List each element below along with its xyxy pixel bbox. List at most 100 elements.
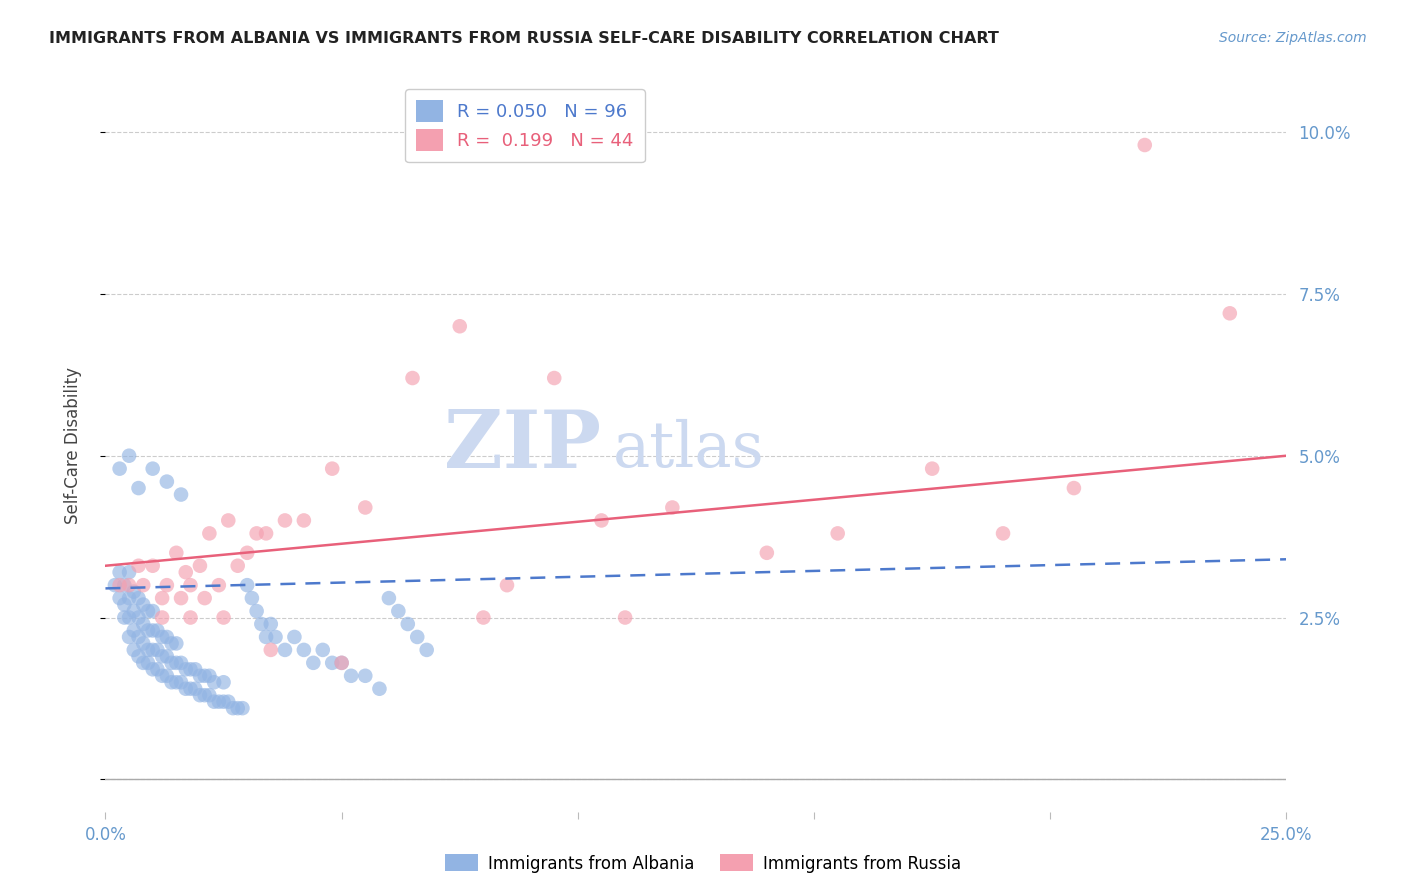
Point xyxy=(142,558,165,573)
Point xyxy=(150,669,173,683)
Point xyxy=(1219,306,1241,320)
Point xyxy=(142,624,165,638)
Point xyxy=(330,656,353,670)
Point xyxy=(170,487,193,501)
Point xyxy=(128,558,150,573)
Point xyxy=(150,649,173,664)
Point xyxy=(179,681,201,696)
Point xyxy=(132,636,155,650)
Point xyxy=(991,526,1014,541)
Point xyxy=(108,578,131,592)
Point xyxy=(198,669,221,683)
Point xyxy=(240,591,263,606)
Point xyxy=(188,669,211,683)
Point xyxy=(246,526,269,541)
Point xyxy=(321,461,343,475)
Point xyxy=(217,513,239,527)
Text: Source: ZipAtlas.com: Source: ZipAtlas.com xyxy=(1219,31,1367,45)
Point xyxy=(146,643,169,657)
Point xyxy=(128,591,150,606)
Point xyxy=(543,371,565,385)
Point xyxy=(340,669,363,683)
Point xyxy=(292,643,315,657)
Point xyxy=(128,649,150,664)
Point xyxy=(755,546,778,560)
Point xyxy=(118,566,141,580)
Point xyxy=(142,461,165,475)
Point xyxy=(396,617,419,632)
Point xyxy=(112,598,135,612)
Point xyxy=(122,624,145,638)
Point xyxy=(165,675,187,690)
Point xyxy=(132,656,155,670)
Point xyxy=(260,617,283,632)
Point xyxy=(142,604,165,618)
Point xyxy=(236,546,259,560)
Point xyxy=(165,656,187,670)
Text: IMMIGRANTS FROM ALBANIA VS IMMIGRANTS FROM RUSSIA SELF-CARE DISABILITY CORRELATI: IMMIGRANTS FROM ALBANIA VS IMMIGRANTS FR… xyxy=(49,31,1000,46)
Point xyxy=(160,675,183,690)
Point xyxy=(387,604,409,618)
Point xyxy=(156,630,179,644)
Point xyxy=(128,481,150,495)
Point xyxy=(591,513,613,527)
Point xyxy=(122,604,145,618)
Point xyxy=(274,513,297,527)
Point xyxy=(188,688,211,702)
Point xyxy=(179,610,201,624)
Point xyxy=(160,636,183,650)
Point xyxy=(170,656,193,670)
Point xyxy=(1063,481,1085,495)
Point xyxy=(174,662,197,676)
Point xyxy=(174,681,197,696)
Point xyxy=(160,656,183,670)
Point xyxy=(368,681,391,696)
Point xyxy=(142,643,165,657)
Point xyxy=(165,636,187,650)
Point xyxy=(188,558,211,573)
Legend: Immigrants from Albania, Immigrants from Russia: Immigrants from Albania, Immigrants from… xyxy=(439,847,967,880)
Point xyxy=(260,643,283,657)
Point xyxy=(118,449,141,463)
Point xyxy=(142,662,165,676)
Point xyxy=(415,643,437,657)
Point xyxy=(378,591,401,606)
Point xyxy=(202,675,225,690)
Point xyxy=(108,566,131,580)
Point xyxy=(108,461,131,475)
Point xyxy=(212,675,235,690)
Point xyxy=(146,624,169,638)
Point xyxy=(250,617,273,632)
Point xyxy=(283,630,305,644)
Legend: R = 0.050   N = 96, R =  0.199   N = 44: R = 0.050 N = 96, R = 0.199 N = 44 xyxy=(405,89,644,162)
Point xyxy=(226,558,249,573)
Point xyxy=(150,630,173,644)
Text: atlas: atlas xyxy=(613,419,765,480)
Point xyxy=(156,475,179,489)
Point xyxy=(179,662,201,676)
Point xyxy=(496,578,519,592)
Point xyxy=(146,662,169,676)
Point xyxy=(198,526,221,541)
Point xyxy=(156,649,179,664)
Point xyxy=(321,656,343,670)
Point xyxy=(472,610,495,624)
Point xyxy=(132,598,155,612)
Y-axis label: Self-Care Disability: Self-Care Disability xyxy=(63,368,82,524)
Point xyxy=(274,643,297,657)
Point xyxy=(122,643,145,657)
Point xyxy=(108,591,131,606)
Point xyxy=(401,371,423,385)
Point xyxy=(170,591,193,606)
Point xyxy=(236,578,259,592)
Point xyxy=(128,610,150,624)
Point xyxy=(104,578,127,592)
Point xyxy=(112,578,135,592)
Point xyxy=(170,675,193,690)
Point xyxy=(118,610,141,624)
Point xyxy=(312,643,335,657)
Point xyxy=(921,461,943,475)
Point xyxy=(165,546,187,560)
Point xyxy=(202,695,225,709)
Point xyxy=(194,591,217,606)
